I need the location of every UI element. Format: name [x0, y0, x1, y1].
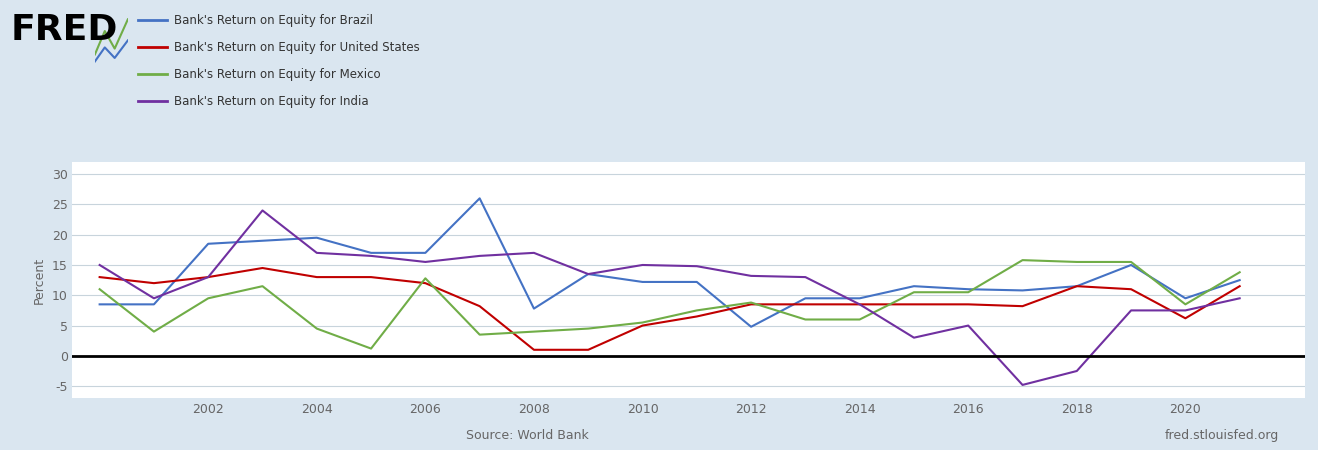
Text: Bank's Return on Equity for Mexico: Bank's Return on Equity for Mexico	[174, 68, 381, 81]
Text: Source: World Bank: Source: World Bank	[465, 429, 589, 442]
Text: Bank's Return on Equity for Brazil: Bank's Return on Equity for Brazil	[174, 14, 373, 27]
Text: FRED: FRED	[11, 14, 117, 48]
Y-axis label: Percent: Percent	[33, 256, 46, 304]
Text: Bank's Return on Equity for India: Bank's Return on Equity for India	[174, 95, 369, 108]
Text: fred.stlouisfed.org: fred.stlouisfed.org	[1164, 429, 1278, 442]
Text: Bank's Return on Equity for United States: Bank's Return on Equity for United State…	[174, 41, 419, 54]
